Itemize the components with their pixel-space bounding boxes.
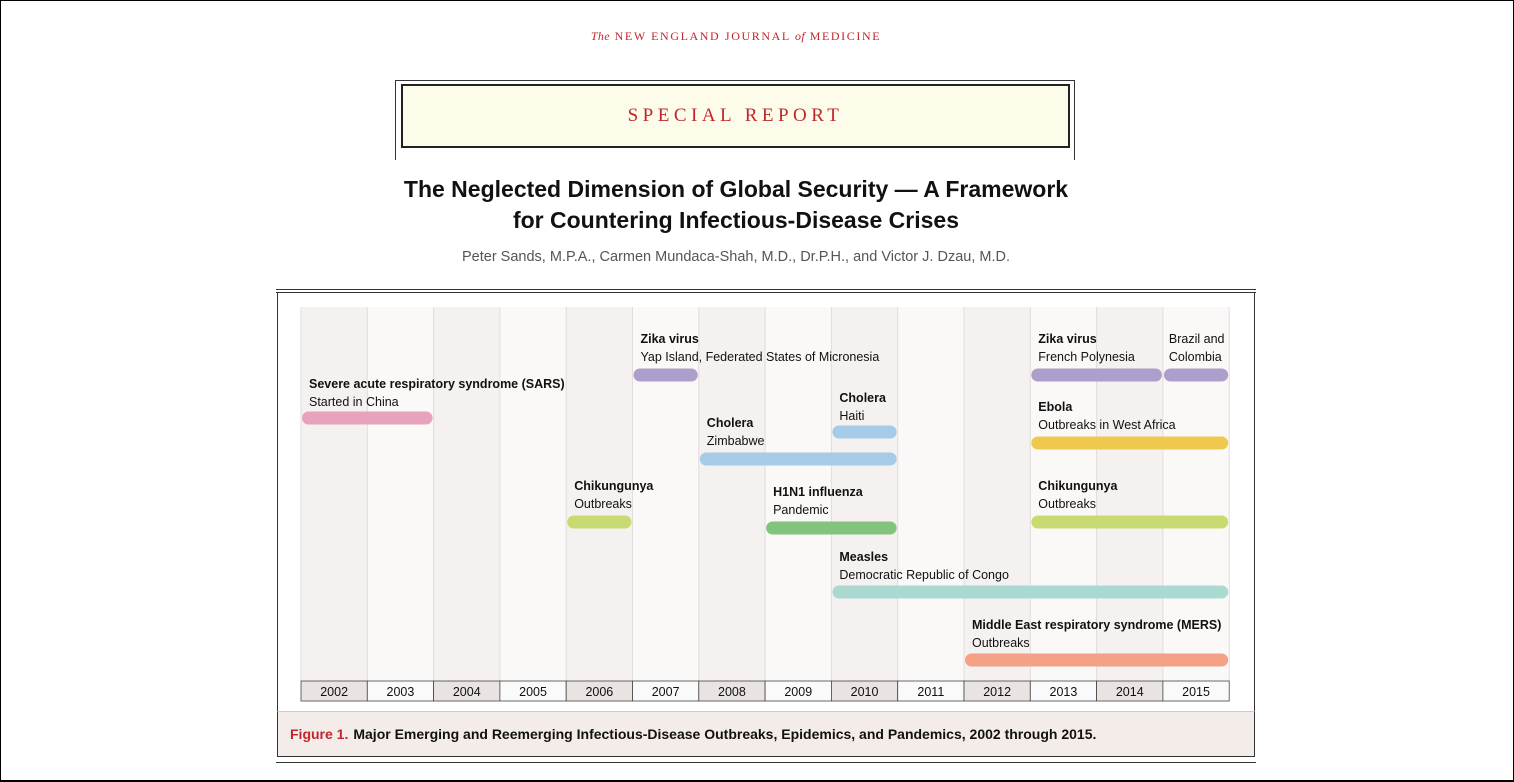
event-detail: Outbreaks — [1038, 497, 1096, 511]
event-detail: Pandemic — [773, 503, 829, 517]
event-bar — [633, 368, 698, 382]
event-detail: Brazil and Colombia — [1169, 332, 1225, 364]
year-tick-label: 2004 — [453, 685, 481, 699]
event-bars — [302, 368, 1229, 667]
event-name: Severe acute respiratory syndrome (SARS) — [309, 377, 565, 391]
section-banner: SPECIAL REPORT — [401, 84, 1070, 148]
year-tick-label: 2010 — [851, 685, 879, 699]
year-column-2005 — [499, 307, 567, 681]
year-tick-label: 2013 — [1050, 685, 1078, 699]
year-tick-label: 2003 — [387, 685, 415, 699]
event-name: Chikungunya — [574, 479, 654, 493]
event-bar — [1163, 368, 1229, 382]
event-bar — [1031, 368, 1162, 382]
year-column-2008 — [698, 307, 766, 681]
event-detail: Outbreaks — [972, 636, 1030, 650]
article-title: The Neglected Dimension of Global Securi… — [0, 174, 1472, 236]
event-name: Chikungunya — [1038, 479, 1118, 493]
event-bar — [1031, 515, 1229, 529]
year-column-2012 — [964, 307, 1031, 681]
event-name: Measles — [839, 550, 888, 564]
figure-top-rule-inner — [276, 292, 1256, 293]
article-title-line2: for Countering Infectious-Disease Crises — [512, 207, 960, 233]
event-detail: Democratic Republic of Congo — [839, 568, 1009, 582]
figure-caption-text: Major Emerging and Reemerging Infectious… — [353, 726, 1097, 742]
journal-header: The NEW ENGLAND JOURNAL of MEDICINE — [0, 29, 1472, 44]
section-label: SPECIAL REPORT — [627, 105, 844, 126]
year-tick-label: 2005 — [519, 685, 547, 699]
year-column-2004 — [433, 307, 500, 681]
year-tick-label: 2015 — [1182, 685, 1210, 699]
year-tick-label: 2002 — [320, 685, 348, 699]
figure-frame — [277, 293, 1255, 757]
figure-top-rule — [276, 289, 1256, 290]
event-bar — [965, 653, 1229, 667]
journal-of: of — [794, 29, 806, 43]
year-column-2003 — [367, 307, 434, 681]
event-bar — [766, 521, 897, 535]
year-column-2006 — [566, 307, 633, 681]
event-detail: Haiti — [839, 409, 864, 423]
event-bar — [302, 411, 433, 425]
journal-name-part2: MEDICINE — [809, 29, 882, 43]
event-bar — [567, 515, 632, 529]
event-name: Middle East respiratory syndrome (MERS) — [972, 618, 1221, 632]
journal-name-part1: NEW ENGLAND JOURNAL — [614, 29, 791, 43]
year-column-2010 — [831, 307, 898, 681]
year-column-2011 — [897, 307, 964, 681]
journal-the: The — [590, 29, 611, 43]
year-column-2002 — [301, 307, 368, 681]
event-detail: Outbreaks — [574, 497, 632, 511]
year-tick-label: 2006 — [585, 685, 613, 699]
event-name: Ebola — [1038, 400, 1073, 414]
event-name: Zika virus — [1038, 332, 1096, 346]
article-title-line1: The Neglected Dimension of Global Securi… — [403, 176, 1069, 202]
event-detail: Outbreaks in West Africa — [1038, 418, 1175, 432]
year-cell-2015 — [1162, 680, 1230, 702]
year-tick-label: 2012 — [983, 685, 1011, 699]
event-labels: Severe acute respiratory syndrome (SARS)… — [309, 332, 1225, 650]
event-bar — [832, 585, 1229, 599]
year-tick-label: 2011 — [917, 685, 944, 699]
year-column-2009 — [765, 307, 832, 681]
figure-label: Figure 1. — [290, 726, 349, 742]
year-tick-label: 2007 — [652, 685, 680, 699]
year-tick-label: 2014 — [1116, 685, 1144, 699]
year-tick-label: 2008 — [718, 685, 746, 699]
event-detail: Yap Island, Federated States of Micrones… — [641, 350, 880, 364]
year-axis: 2002 2003 2004 2005 2006 2007 2008 2009 2010 2011… — [300, 680, 1230, 702]
year-tick-label: 2009 — [784, 685, 812, 699]
figure-caption: Figure 1. Major Emerging and Reemerging … — [277, 711, 1255, 757]
section-frame — [395, 80, 1075, 160]
event-bar — [699, 452, 897, 466]
figure-bottom-rule — [276, 762, 1256, 763]
event-detail: Zimbabwe — [707, 434, 765, 448]
event-detail: French Polynesia — [1038, 350, 1135, 364]
event-name: H1N1 influenza — [773, 485, 864, 499]
event-detail: Started in China — [309, 395, 399, 409]
article-authors: Peter Sands, M.P.A., Carmen Mundaca-Shah… — [461, 249, 1010, 265]
event-name: Cholera — [839, 391, 887, 405]
event-name: Cholera — [707, 416, 755, 430]
event-name: Zika virus — [641, 332, 699, 346]
event-bar — [1031, 436, 1229, 450]
event-bar — [832, 425, 897, 439]
